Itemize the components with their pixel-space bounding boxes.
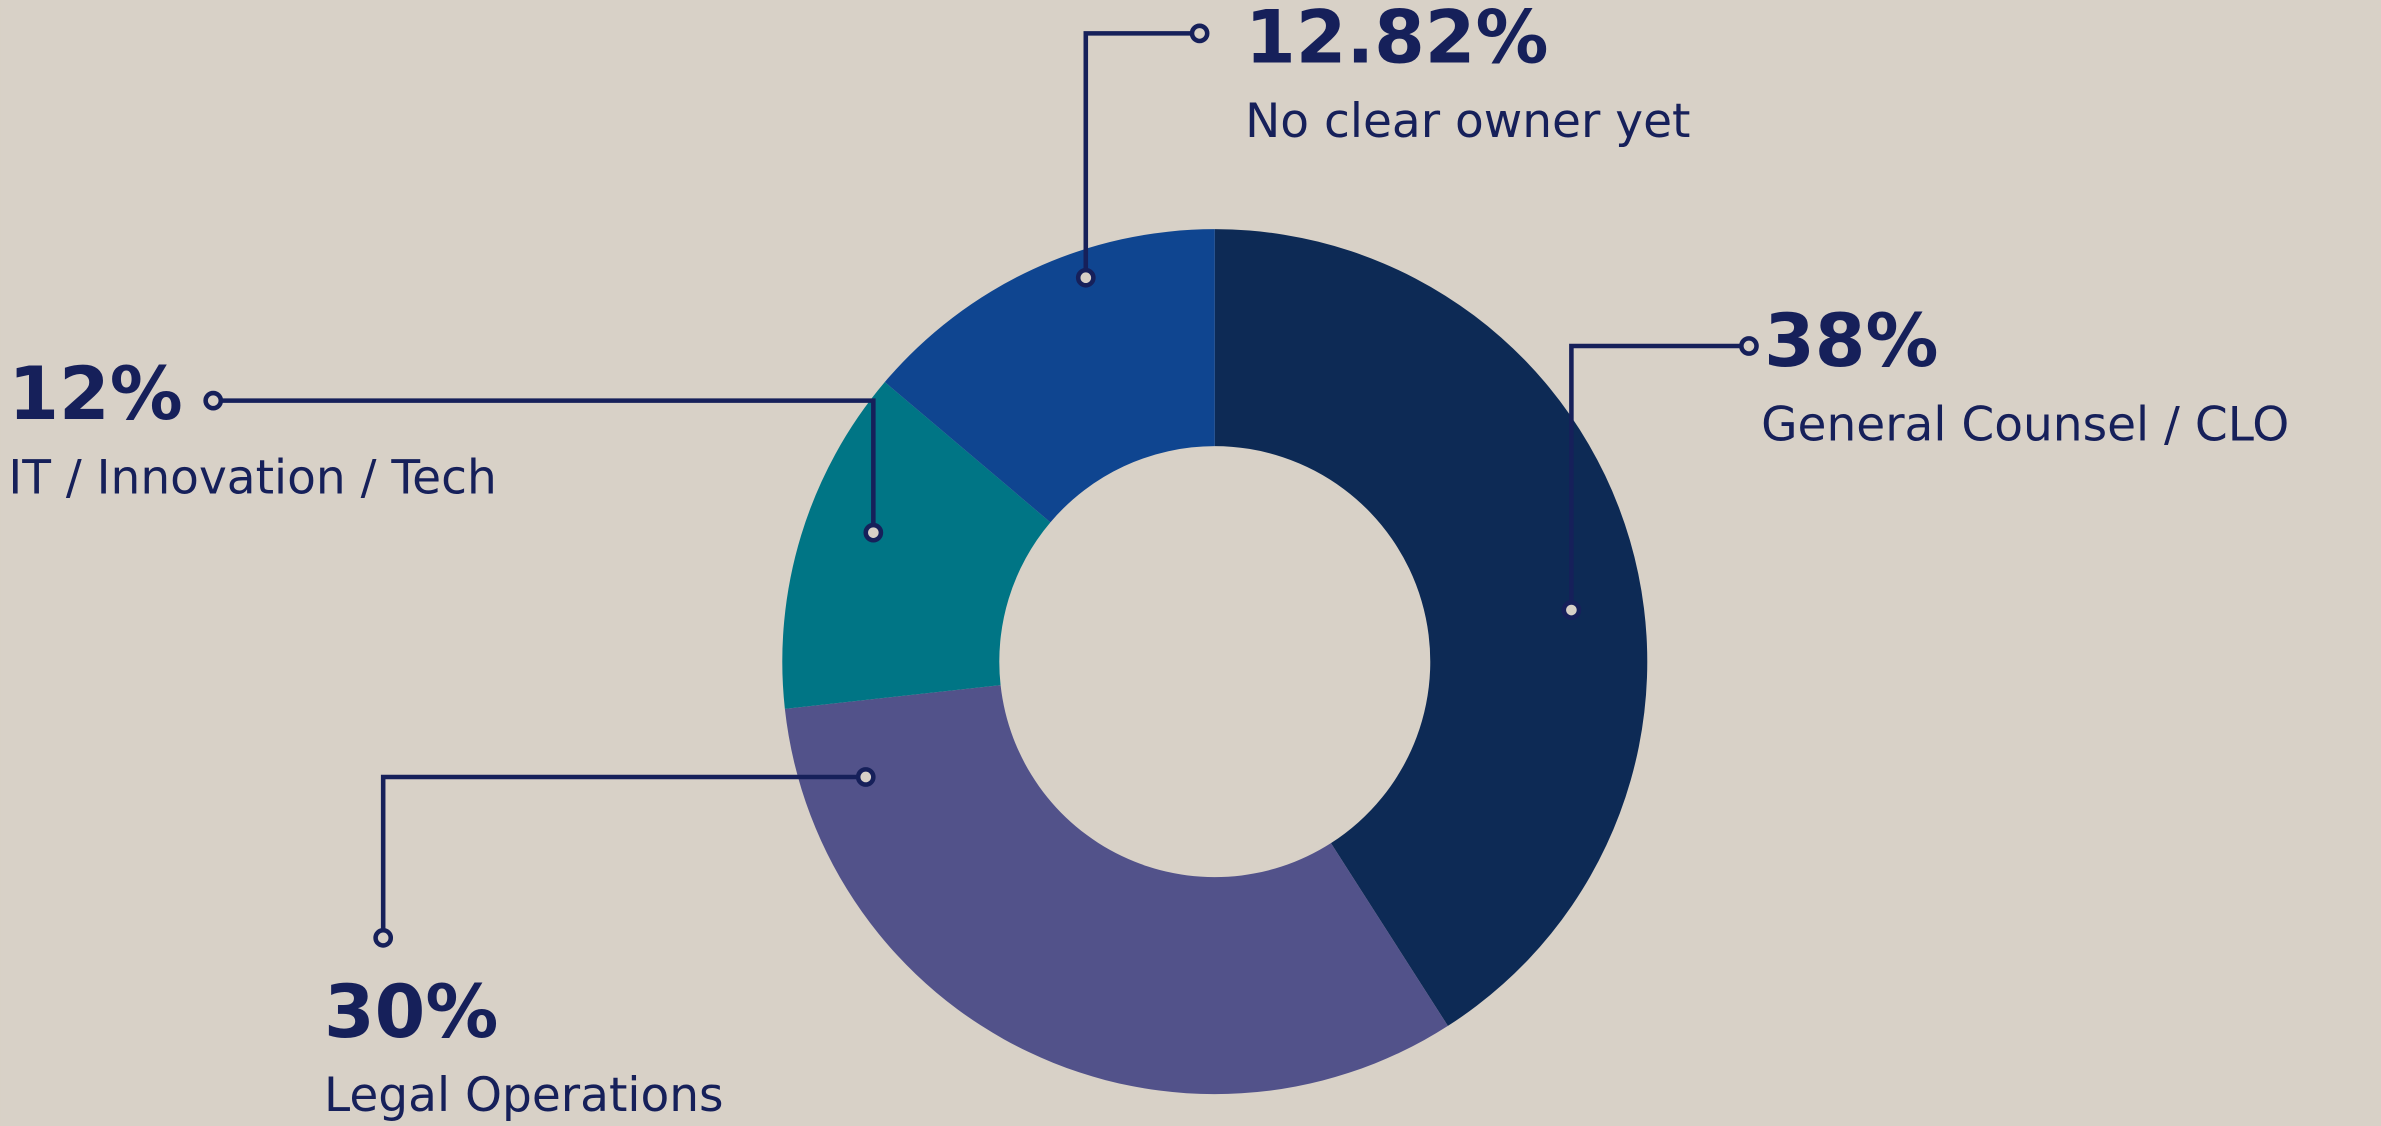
slice [884, 229, 1215, 523]
category-label: No clear owner yet [1245, 94, 1690, 149]
category-label: Legal Operations [324, 1068, 724, 1123]
leader-dot [373, 927, 394, 948]
leader-line [1083, 31, 1200, 278]
leader-dot [203, 390, 224, 411]
leader-dot [1189, 23, 1210, 44]
leader-line [1569, 343, 1749, 611]
leader-line [213, 398, 876, 533]
category-label: General Counsel / CLO [1761, 397, 2289, 452]
leader-dot [1075, 267, 1096, 288]
leader-dot [1561, 600, 1582, 620]
value-label: 12.82% [1245, 0, 1548, 81]
leader-dot [855, 767, 876, 787]
category-label: IT / Innovation / Tech [8, 451, 496, 506]
slice [782, 382, 1051, 709]
slice [1214, 229, 1648, 1026]
value-label: 12% [8, 352, 182, 437]
leader-dot [863, 522, 884, 543]
leader-dot [1739, 336, 1759, 356]
slice [784, 685, 1448, 1095]
leader-line [380, 774, 866, 938]
value-label: 30% [324, 970, 498, 1055]
value-label: 38% [1764, 299, 1938, 384]
